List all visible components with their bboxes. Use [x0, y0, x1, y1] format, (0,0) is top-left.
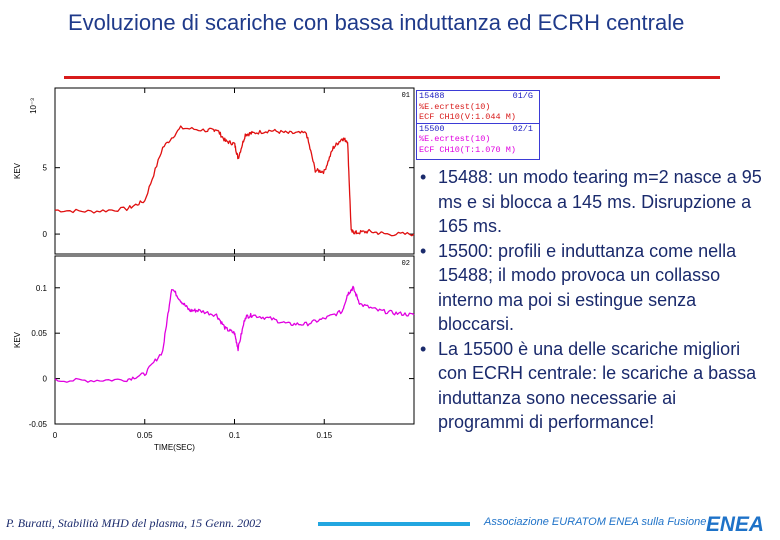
y-scale-label: 10⁻³ — [29, 98, 38, 114]
y-tick-label: 5 — [43, 164, 48, 173]
bullet-dot: • — [420, 167, 427, 187]
bullet-item: • La 15500 è una delle scariche migliori… — [420, 337, 765, 435]
y-axis-label: KEV — [13, 331, 22, 348]
legend-channel-1: ECF CH10(V:1.044 M) — [419, 112, 516, 122]
y-axis-label: KEV — [13, 162, 22, 179]
panel-tag: 02 — [402, 260, 410, 268]
enea-logo-text: ENEA — [706, 513, 764, 534]
bullet-text: 15488: un modo tearing m=2 nasce a 95 ms… — [438, 167, 762, 236]
bottom-panel-frame — [54, 255, 415, 425]
footer-author: P. Buratti, Stabilità MHD del plasma, 15… — [6, 516, 262, 530]
bullet-text: La 15500 è una delle scariche migliori c… — [438, 338, 757, 433]
legend-tag-01: 01/G — [512, 91, 533, 101]
top-panel-frame — [54, 87, 415, 255]
bullet-text: 15500: profili e induttanza come nella 1… — [438, 240, 737, 335]
bullet-item: • 15488: un modo tearing m=2 nasce a 95 … — [420, 165, 765, 239]
legend-shot-15488: 15488 — [419, 91, 445, 101]
y-tick-label: 0.1 — [36, 284, 48, 293]
bullet-dot: • — [420, 338, 427, 359]
legend-signal-2: %E.ecrtest(10) — [419, 134, 491, 144]
enea-logo: ENEA — [706, 513, 764, 534]
y-tick-label: -0.05 — [29, 420, 48, 429]
series-line-15488 — [54, 125, 415, 237]
legend-signal-1: %E.ecrtest(10) — [419, 101, 491, 112]
top-panel: 01 0 5 KEV 10⁻³ — [13, 88, 415, 254]
footer-divider — [318, 522, 470, 526]
legend-channel-2: ECF CH10(T:1.070 M) — [419, 144, 516, 155]
x-tick-label: 0 — [53, 431, 58, 440]
y-tick-label: 0 — [43, 230, 48, 239]
plot-legend: 15488 01/G %E.ecrtest(10) ECF CH10(V:1.0… — [416, 90, 540, 160]
panel-tag: 01 — [402, 92, 410, 100]
x-tick-label: 0.05 — [137, 431, 153, 440]
x-tick-label: 0.15 — [316, 431, 332, 440]
bottom-panel: 02 -0.05 0 0.05 0.1 0 0.05 0.1 0.15 KEV TIME(SEC) — [13, 256, 415, 452]
legend-tag-02: 02/1 — [512, 123, 533, 134]
y-tick-label: 0.05 — [31, 329, 47, 338]
x-axis-label: TIME(SEC) — [154, 443, 195, 452]
slide-title: Evoluzione di scariche con bassa indutta… — [68, 10, 685, 35]
x-tick-label: 0.1 — [229, 431, 241, 440]
bullet-item: • 15500: profili e induttanza come nella… — [420, 239, 765, 337]
bullet-list: • 15488: un modo tearing m=2 nasce a 95 … — [420, 165, 765, 435]
y-tick-label: 0 — [43, 375, 48, 384]
plot-figure: 01 0 5 KEV 10⁻³ 02 -0.05 0 0.05 0.1 0 0.05 0.1 0.15 K… — [13, 87, 415, 452]
footer-organization: Associazione EURATOM ENEA sulla Fusione — [484, 516, 707, 528]
legend-shot-15500: 15500 — [419, 123, 445, 134]
series-line-15500 — [54, 285, 415, 383]
bullet-dot: • — [420, 240, 427, 261]
title-underline — [64, 76, 720, 79]
